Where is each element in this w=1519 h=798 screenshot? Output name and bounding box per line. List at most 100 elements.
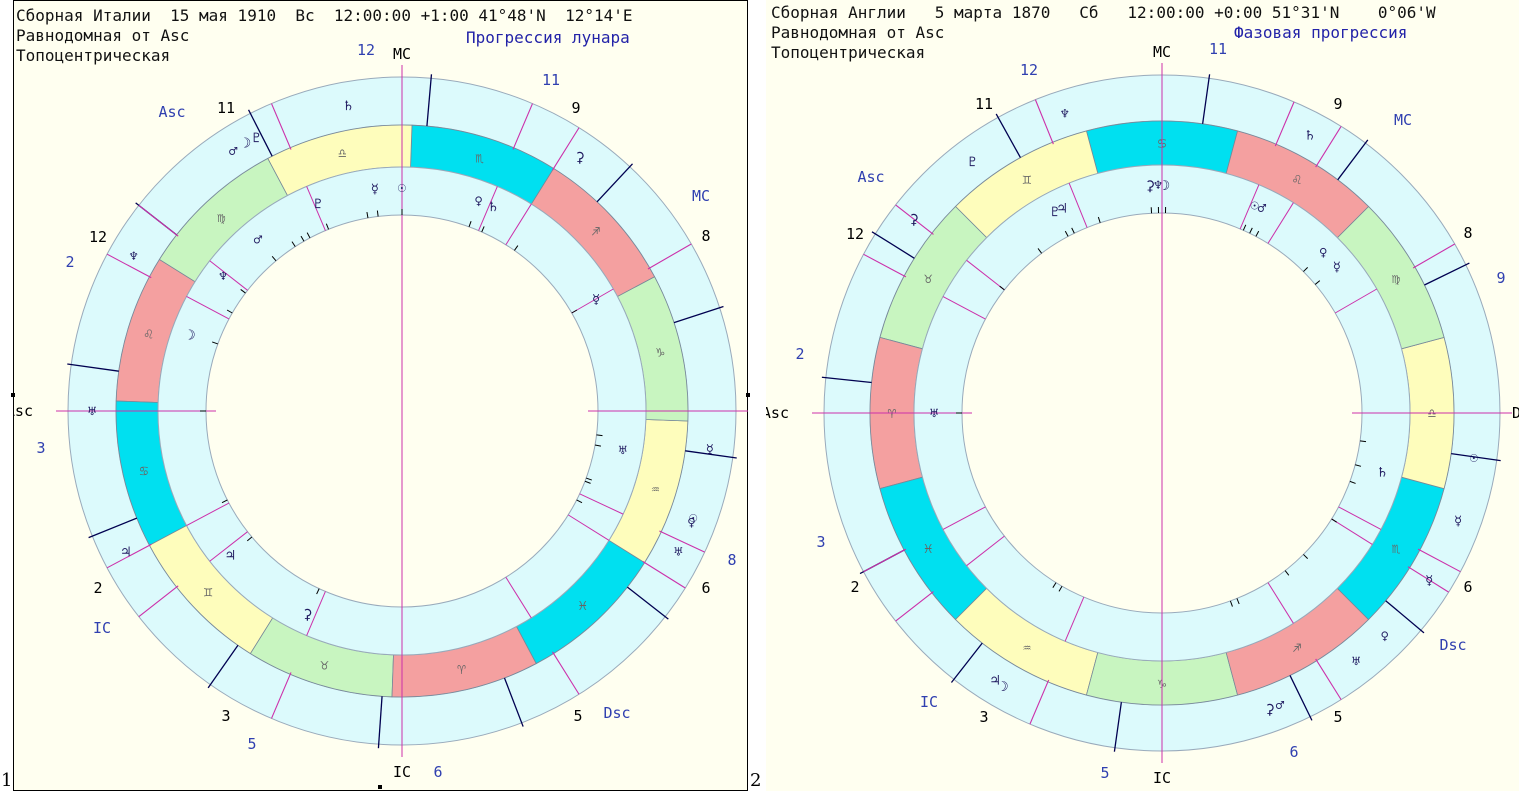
libra-icon: ♎ xyxy=(338,146,346,162)
house-cusp-line xyxy=(942,506,986,530)
house-cusp-line xyxy=(1029,679,1050,725)
planet-tick xyxy=(576,499,583,504)
gemini-icon: ♊ xyxy=(1023,172,1032,188)
scorpio-icon: ♏ xyxy=(475,151,484,167)
chart-title-line: Сборная Англии 5 марта 1870 Сб 12:00:00 … xyxy=(771,3,1436,22)
house-cusp-line xyxy=(1034,99,1054,145)
progressed-asc-label: Asc xyxy=(857,168,884,186)
house-cusp-line xyxy=(966,535,1005,567)
ceres-icon: ⚳ xyxy=(302,607,312,623)
sagittarius-icon: ♐ xyxy=(1293,640,1301,656)
capricorn-icon: ♑ xyxy=(656,344,665,360)
resize-handle[interactable] xyxy=(746,393,750,397)
ceres-icon: ⚳ xyxy=(1265,702,1275,718)
planet-tick xyxy=(300,235,305,242)
dsc-label: D xyxy=(1512,404,1519,422)
progressed-house-number: 5 xyxy=(1100,764,1109,782)
planet-tick xyxy=(1255,230,1260,237)
jupiter-icon: ♃ xyxy=(226,548,234,564)
planet-tick xyxy=(1236,598,1240,605)
venus-icon: ♀ xyxy=(1381,629,1389,645)
planet-tick xyxy=(1303,554,1309,560)
resize-handle[interactable] xyxy=(378,785,382,789)
house-cusp-line xyxy=(377,696,383,749)
house-cusp-line xyxy=(642,561,686,589)
house-cusp-line xyxy=(966,259,1005,291)
uranus-icon: ♅ xyxy=(930,406,939,422)
mars-icon: ♂ xyxy=(1258,201,1267,217)
planet-tick xyxy=(596,434,603,437)
topocentric-label: Топоцентрическая xyxy=(771,43,926,62)
house-cusp-line xyxy=(1338,506,1382,530)
progressed-house-number: 2 xyxy=(795,345,804,363)
resize-handle[interactable] xyxy=(11,393,15,397)
house-cusp-line xyxy=(942,296,986,320)
mc-label: MC xyxy=(1153,43,1171,61)
house-cusp-line xyxy=(209,531,248,562)
house-number: 9 xyxy=(571,99,580,117)
mars-icon: ♂ xyxy=(229,144,238,160)
house-cusp-line xyxy=(1267,582,1294,624)
leo-icon: ♌ xyxy=(144,327,153,343)
house-cusp-line xyxy=(1064,596,1085,642)
house-cusp-line xyxy=(1385,600,1425,634)
house-number: 11 xyxy=(975,95,993,113)
planet-tick xyxy=(240,289,246,294)
planet-tick xyxy=(514,245,519,251)
progression-label: Фазовая прогрессия xyxy=(1234,23,1408,42)
planet-tick xyxy=(1071,227,1075,234)
house-cusp-line xyxy=(209,260,248,291)
house-cusp-line xyxy=(579,493,624,515)
house-cusp-line xyxy=(138,585,179,618)
planet-tick xyxy=(1314,280,1321,285)
progressed-dsc-label: Dsc xyxy=(603,704,630,722)
house-cusp-line xyxy=(1337,139,1369,181)
house-cusp-line xyxy=(1068,182,1088,228)
pisces-icon: ♓ xyxy=(924,541,932,557)
saturn-icon: ♄ xyxy=(1378,465,1386,481)
planet-tick xyxy=(246,536,253,542)
house-cusp-line xyxy=(88,517,138,539)
house-cusp-line xyxy=(1289,675,1313,721)
progressed-mc-label: MC xyxy=(1394,111,1412,129)
house-cusp-line xyxy=(426,74,433,127)
house-number: 6 xyxy=(1463,578,1472,596)
house-cusp-line xyxy=(106,253,152,279)
planet-tick xyxy=(271,255,277,262)
neptune-icon: ♆ xyxy=(219,269,227,285)
planet-tick xyxy=(1284,570,1290,576)
mercury-icon: ☿ xyxy=(370,182,378,198)
house-cusp-line xyxy=(1334,288,1378,314)
house-cusp-line xyxy=(478,186,498,231)
house-number: 12 xyxy=(89,228,107,246)
moon-icon: ☽ xyxy=(1000,679,1008,695)
house-cusp-line xyxy=(871,231,915,259)
mars-icon: ♂ xyxy=(254,232,263,248)
progressed-house-number: 2 xyxy=(65,253,74,271)
aries-icon: ♈ xyxy=(888,406,897,422)
ic-label: IC xyxy=(1153,769,1171,787)
planet-tick xyxy=(594,444,602,447)
sun-icon: ☉ xyxy=(1251,198,1259,214)
planet-tick xyxy=(1303,266,1309,272)
planet-tick xyxy=(306,232,311,239)
planet-tick xyxy=(999,285,1005,291)
mercury-icon: ☿ xyxy=(1425,573,1433,589)
house-cusp-line xyxy=(1267,202,1294,244)
planet-tick xyxy=(1331,518,1337,523)
planet-tick xyxy=(212,341,218,345)
house-cusp-line xyxy=(306,591,326,636)
mars-icon: ♂ xyxy=(1276,698,1285,714)
planet-tick xyxy=(1037,248,1043,254)
panel-number: 1 xyxy=(1,770,13,791)
progressed-house-number: 3 xyxy=(816,533,825,551)
jupiter-icon: ♃ xyxy=(122,545,130,561)
moon-icon: ☽ xyxy=(187,327,195,343)
chart-wheel: ♌♋♊♉♈♓♒♑♐♏♎♍MCICAscDAscMCICDsc1198122356… xyxy=(14,41,749,781)
libra-icon: ♎ xyxy=(1428,406,1436,422)
progressed-dsc-label: Dsc xyxy=(1439,636,1466,654)
planet-tick xyxy=(571,309,578,314)
house-cusp-line xyxy=(1201,74,1211,124)
house-number: 8 xyxy=(1463,224,1472,242)
pluto-icon: ♇ xyxy=(314,196,322,212)
